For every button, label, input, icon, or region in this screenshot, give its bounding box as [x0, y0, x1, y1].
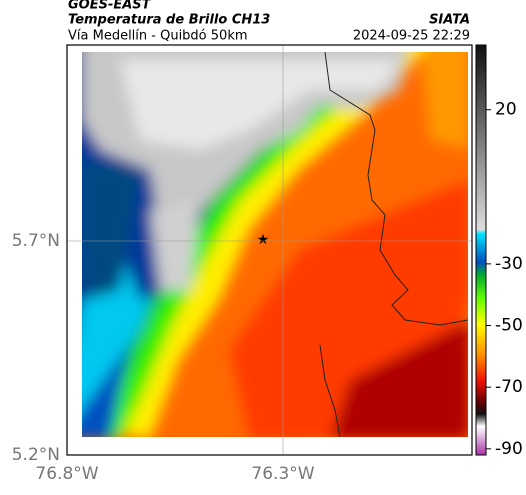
colorbar-tick-label: -50: [495, 316, 523, 336]
graticule: [67, 45, 472, 455]
timestamp: 2024-09-25 22:29: [353, 29, 470, 44]
colorbar: [475, 44, 487, 456]
title: GOES-EAST: [68, 0, 152, 13]
colorbar-tick-label: 20: [495, 100, 517, 120]
y-tick-label: 5.2°N: [12, 445, 60, 465]
y-tick-label: 5.7°N: [12, 231, 60, 251]
colorbar-tick-label: -70: [495, 377, 523, 397]
route: Vía Medellín - Quibdó 50km: [68, 29, 248, 44]
svg-text:★: ★: [257, 232, 270, 248]
colorbar-ticks: 20 -30 -50 -70 -90: [486, 100, 523, 459]
satellite-image: ★: [82, 52, 468, 437]
colorbar-tick-label: -30: [495, 254, 523, 274]
x-tick-label: 76.3°W: [251, 464, 314, 484]
x-tick-label: 76.8°W: [35, 464, 98, 484]
source: SIATA: [429, 13, 470, 28]
colorbar-tick-label: -90: [495, 439, 523, 459]
subtitle: Temperatura de Brillo CH13: [68, 13, 270, 28]
map-frame: [66, 44, 473, 456]
